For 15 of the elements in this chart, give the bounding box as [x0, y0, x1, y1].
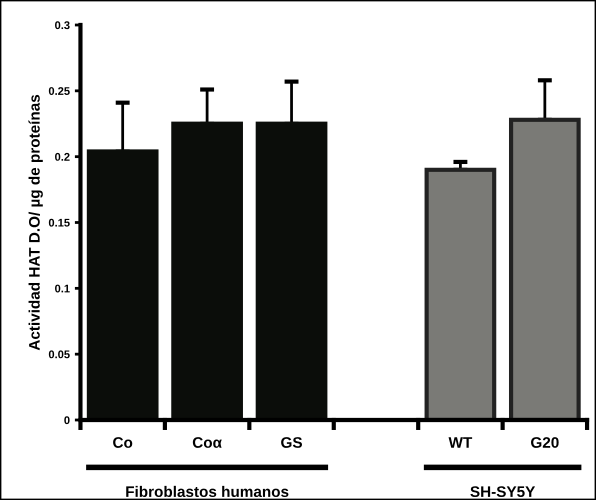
- y-tick-label: 0.3: [55, 21, 70, 30]
- text: Fibroblastos humanos: [126, 486, 288, 498]
- y-tick-label: 0.15: [48, 218, 70, 227]
- x-tick-label: G20: [531, 437, 559, 448]
- x-tick-label: Coα: [192, 437, 222, 448]
- y-tick-label: 0.1: [55, 284, 70, 292]
- y-tick-label: 0: [64, 416, 70, 424]
- x-tick-label: GS: [281, 437, 302, 448]
- y-tick-label: 0.2: [55, 152, 70, 161]
- text: SH-SY5Y: [470, 486, 536, 498]
- x-tick-label: WT: [448, 437, 472, 448]
- y-axis-title: Actividad HAT D.O/ µg de proteínas: [28, 94, 43, 350]
- x-tick-label: Co: [113, 437, 132, 448]
- y-tick-label: 0.25: [48, 87, 70, 95]
- y-tick-label: 0.05: [48, 350, 70, 358]
